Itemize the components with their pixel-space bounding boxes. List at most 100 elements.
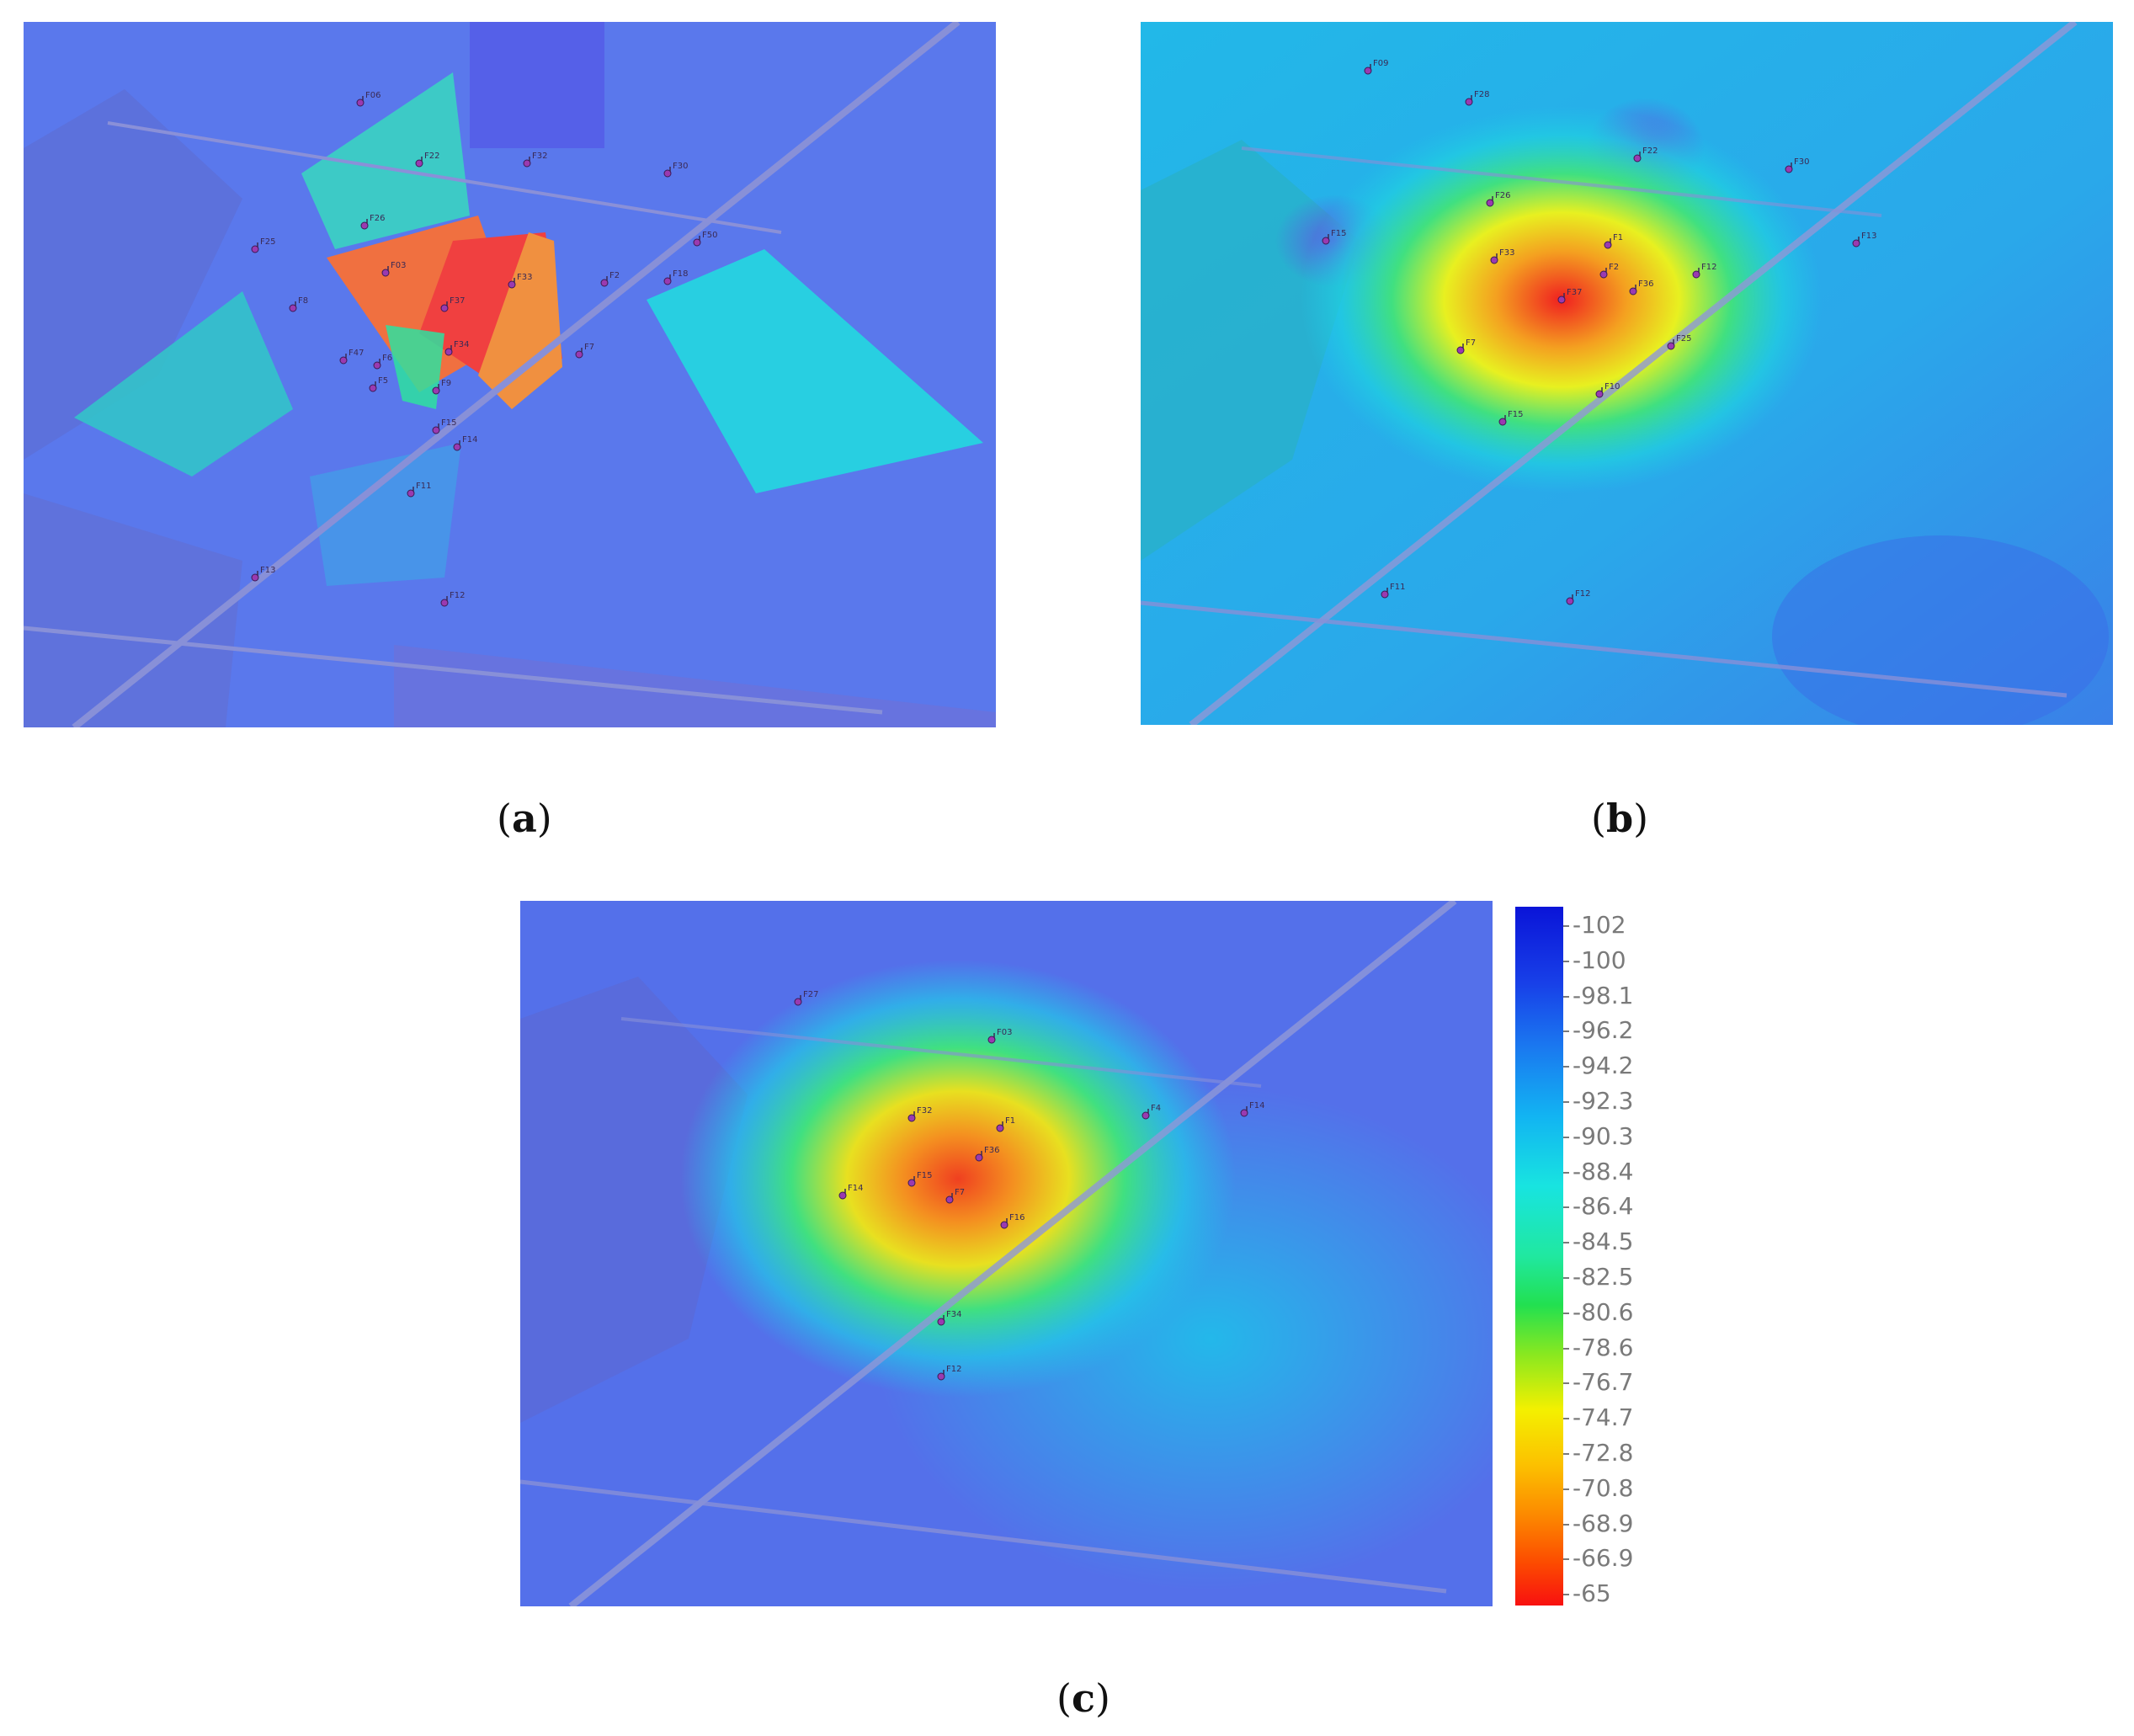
colorbar-tick-label: -102 — [1573, 911, 1626, 939]
measurement-marker: F7 — [945, 1188, 965, 1204]
marker-layer: F27 F03 F32 F1 F36 F15 F14 F7 F16 F34 F4 F14 F12 — [794, 990, 1264, 1381]
road-line — [1241, 146, 1882, 217]
marker-icon — [1604, 241, 1612, 249]
marker-label: F10 — [1604, 382, 1620, 391]
marker-icon — [1566, 597, 1574, 605]
marker-label: F32 — [917, 1106, 932, 1116]
colorbar-tick-label: -100 — [1573, 945, 1626, 974]
marker-label: F26 — [1495, 191, 1510, 200]
measurement-marker: F14 — [453, 435, 477, 451]
measurement-marker: F1 — [996, 1116, 1015, 1132]
measurement-marker: F8 — [289, 296, 308, 312]
marker-icon — [289, 304, 297, 312]
land-area — [24, 89, 242, 460]
colorbar-tick-mark — [1563, 1594, 1569, 1596]
measurement-marker: F6 — [373, 354, 392, 370]
colorbar-tick-mark — [1563, 1206, 1569, 1209]
measurement-marker: F37 — [1557, 288, 1582, 304]
marker-label: F11 — [1390, 583, 1405, 592]
colorbar-tick-mark — [1563, 1312, 1569, 1314]
colorbar-tick-mark — [1563, 960, 1569, 962]
marker-icon — [945, 1195, 954, 1204]
marker-icon — [407, 489, 415, 498]
measurement-marker: F27 — [794, 990, 818, 1006]
marker-label: F13 — [260, 566, 275, 575]
marker-label: F30 — [1794, 157, 1809, 167]
colorbar-tick-mark — [1563, 1277, 1569, 1279]
map-panel-c: F27 F03 F32 F1 F36 F15 F14 F7 F16 F34 F4 F14 F12 — [520, 901, 1493, 1606]
marker-label: F1 — [1005, 1116, 1015, 1126]
highway-line — [1189, 22, 2078, 725]
marker-label: F6 — [382, 354, 392, 363]
colorbar-tick-mark — [1563, 1171, 1569, 1174]
marker-icon — [975, 1153, 983, 1162]
marker-label: F50 — [702, 231, 717, 240]
measurement-marker: F18 — [663, 269, 688, 285]
marker-label: F4 — [1151, 1104, 1161, 1113]
low-signal-area — [1772, 535, 2109, 725]
marker-icon — [339, 356, 348, 365]
marker-label: F03 — [391, 261, 406, 270]
marker-label: F1 — [1613, 233, 1623, 242]
colorbar-tick-label: -86.4 — [1573, 1192, 1634, 1221]
marker-label: F26 — [370, 214, 385, 223]
colorbar-tick-mark — [1563, 995, 1569, 998]
caption-b: (b) — [1591, 796, 1649, 841]
region-polygon — [74, 291, 293, 477]
marker-label: F14 — [462, 435, 477, 445]
colorbar-tick-mark — [1563, 1488, 1569, 1490]
marker-icon — [693, 238, 701, 247]
marker-label: F14 — [848, 1184, 863, 1193]
measurement-marker: F30 — [1785, 157, 1809, 173]
measurement-marker: F12 — [1566, 589, 1590, 605]
marker-icon — [1667, 342, 1675, 350]
colorbar-tick-label: -92.3 — [1573, 1087, 1634, 1115]
measurement-marker: F26 — [1486, 191, 1510, 207]
marker-icon — [1322, 237, 1330, 245]
road-line — [1141, 600, 2067, 698]
marker-icon — [1486, 199, 1494, 207]
marker-icon — [356, 99, 365, 107]
marker-icon — [1490, 256, 1498, 264]
colorbar-tick-label: -70.8 — [1573, 1473, 1634, 1502]
colorbar-tick-label: -90.3 — [1573, 1121, 1634, 1150]
measurement-marker: F34 — [444, 340, 469, 356]
marker-label: F12 — [450, 591, 465, 600]
land-area — [24, 493, 242, 727]
marker-icon — [381, 269, 390, 277]
marker-icon — [575, 350, 583, 359]
marker-icon — [444, 348, 453, 356]
marker-icon — [1364, 67, 1372, 75]
measurement-marker: F25 — [251, 237, 275, 253]
marker-label: F7 — [584, 343, 594, 352]
marker-label: F5 — [378, 376, 388, 386]
colorbar-tick-mark — [1563, 1382, 1569, 1385]
measurement-marker: F15 — [1322, 229, 1346, 245]
marker-label: F36 — [984, 1146, 999, 1155]
measurement-marker: F5 — [369, 376, 388, 392]
measurement-marker: F28 — [1465, 90, 1489, 106]
marker-icon — [440, 304, 449, 312]
measurement-marker: F2 — [600, 271, 620, 287]
measurement-marker: F14 — [1240, 1101, 1264, 1117]
colorbar-tick-label: -88.4 — [1573, 1157, 1634, 1185]
heat-hotspot — [680, 960, 1236, 1398]
road-line — [107, 121, 782, 234]
measurement-marker: F06 — [356, 91, 381, 107]
marker-icon — [907, 1179, 916, 1187]
region-polygon — [386, 325, 444, 409]
highway-line — [72, 22, 961, 727]
marker-icon — [440, 599, 449, 607]
marker-icon — [1852, 239, 1860, 248]
marker-label: F16 — [1009, 1213, 1024, 1222]
region-polygon — [647, 249, 983, 493]
marker-label: F2 — [609, 271, 620, 280]
measurement-marker: F32 — [907, 1106, 932, 1122]
marker-label: F33 — [1499, 248, 1514, 258]
marker-icon — [907, 1114, 916, 1122]
measurement-marker: F37 — [440, 296, 465, 312]
road-line — [24, 626, 883, 715]
marker-icon — [415, 159, 423, 168]
marker-label: F47 — [349, 349, 364, 358]
colorbar-tick-label: -96.2 — [1573, 1016, 1634, 1045]
